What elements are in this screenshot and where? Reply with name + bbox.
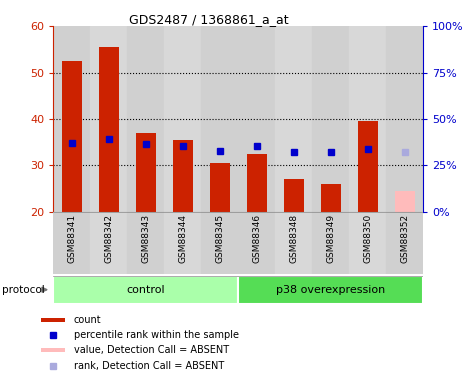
Bar [239,276,423,304]
Bar [320,184,341,212]
Bar [239,212,275,274]
Bar [358,122,378,212]
Text: GSM88349: GSM88349 [326,214,335,263]
Bar [386,26,423,212]
Bar [312,26,349,212]
Bar [173,140,193,212]
Text: GSM88350: GSM88350 [363,214,372,263]
Bar [165,212,201,274]
Bar [201,26,238,212]
Bar [284,179,304,212]
Text: GSM88348: GSM88348 [289,214,298,263]
Bar [246,154,267,212]
Text: value, Detection Call = ABSENT: value, Detection Call = ABSENT [73,345,229,355]
Bar [41,348,65,352]
Bar [90,26,127,212]
Bar [127,26,165,212]
Text: GSM88345: GSM88345 [215,214,224,263]
Text: count: count [73,315,101,325]
Bar [62,61,82,212]
Text: GSM88342: GSM88342 [105,214,113,263]
Bar [53,26,90,212]
Bar [127,212,165,274]
Text: p38 overexpression: p38 overexpression [276,285,385,295]
Bar [201,212,238,274]
Bar [210,163,230,212]
Bar [41,318,65,321]
Bar [165,26,201,212]
Text: percentile rank within the sample: percentile rank within the sample [73,330,239,340]
Bar [136,133,156,212]
Text: rank, Detection Call = ABSENT: rank, Detection Call = ABSENT [73,361,224,371]
Bar [239,26,275,212]
Bar [99,47,119,212]
Text: GSM88346: GSM88346 [252,214,261,263]
Bar [349,26,386,212]
Bar [275,212,312,274]
Bar [386,212,423,274]
Text: GSM88344: GSM88344 [179,214,187,263]
Text: protocol: protocol [2,285,45,295]
Text: GSM88341: GSM88341 [67,214,76,263]
Bar [349,212,386,274]
Text: GSM88343: GSM88343 [141,214,150,263]
Bar [90,212,127,274]
Text: control: control [126,285,165,295]
Text: GSM88352: GSM88352 [400,214,409,263]
Text: GDS2487 / 1368861_a_at: GDS2487 / 1368861_a_at [129,13,289,26]
Bar [275,26,312,212]
Bar [53,212,90,274]
Bar [312,212,349,274]
Bar [394,191,415,212]
Bar [53,276,239,304]
